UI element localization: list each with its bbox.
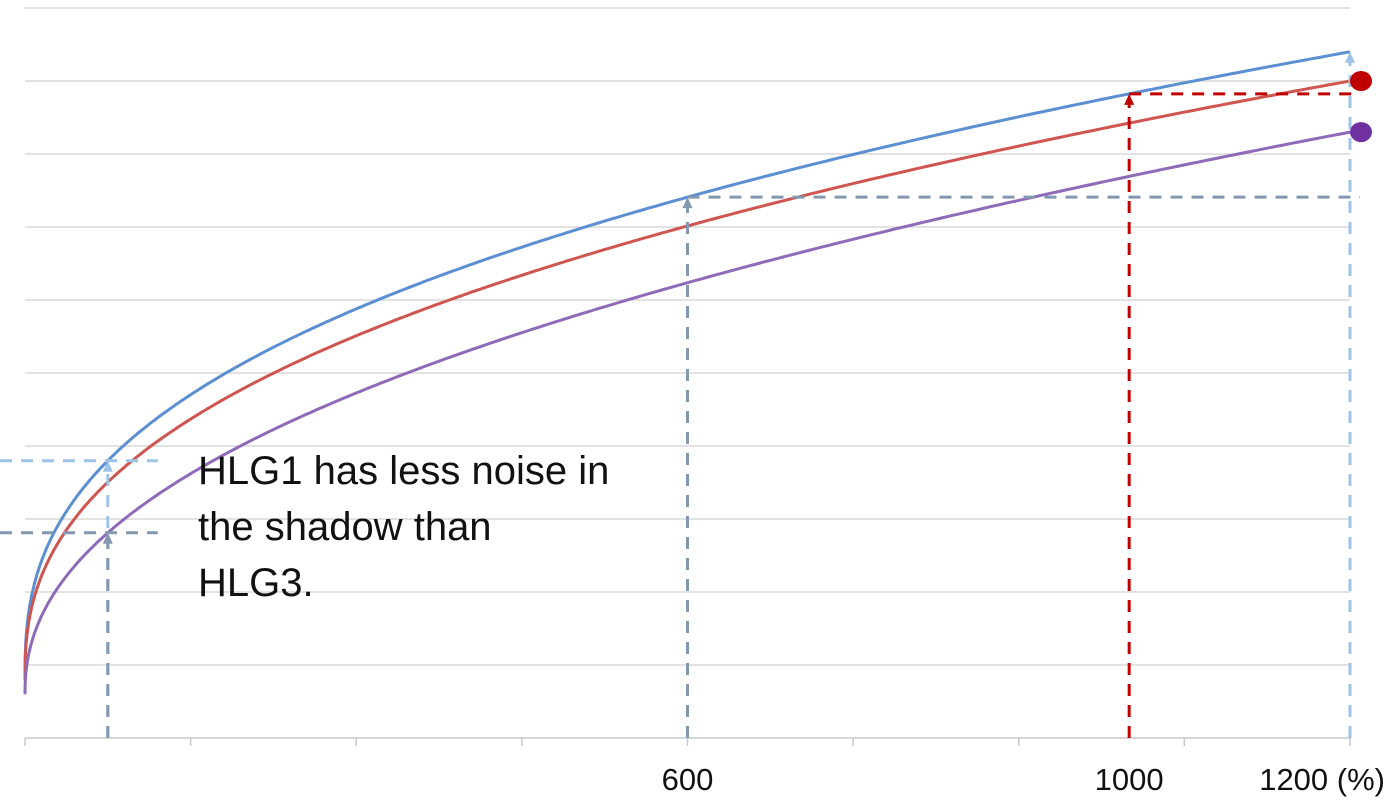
annotation-line: HLG3. [198, 561, 314, 605]
guide-arrowhead [682, 197, 693, 209]
annotation-line: the shadow than [198, 505, 492, 549]
x-axis [24, 737, 1351, 746]
x-tick-label: 1000 [1095, 762, 1164, 797]
x-tick-label: 600 [662, 762, 714, 797]
series-line-blue [23, 50, 1351, 680]
guide-arrowhead [1124, 93, 1135, 105]
guide-arrowhead [1345, 51, 1355, 63]
annotation-line: HLG1 has less noise in [198, 449, 609, 493]
guide-lines [0, 51, 1360, 738]
series-lines [23, 50, 1351, 695]
series-line-purple [23, 130, 1351, 695]
x-tick-labels: 600 1000 1200 (%) [662, 762, 1385, 797]
x-tick-label: 1200 (%) [1259, 762, 1385, 797]
end-marker-purple [1350, 122, 1372, 143]
end-marker-red [1350, 71, 1372, 91]
annotation-text: HLG1 has less noise in the shadow than HLG… [198, 449, 609, 605]
end-markers [1350, 71, 1372, 143]
guide-arrowhead [102, 532, 113, 544]
series-line-red [23, 79, 1351, 680]
guide-arrowhead [102, 460, 113, 472]
